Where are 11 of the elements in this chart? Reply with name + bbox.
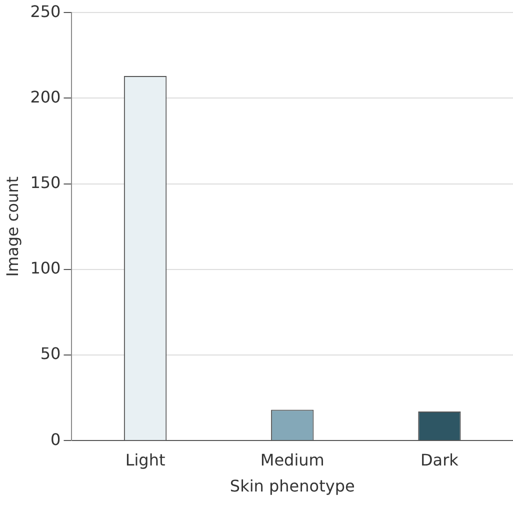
- x-axis-title: Skin phenotype: [230, 476, 355, 496]
- y-tick-label: 200: [30, 87, 61, 106]
- x-tick-label: Medium: [260, 450, 324, 470]
- y-tick-label: 0: [50, 430, 61, 449]
- x-tick-label: Dark: [420, 450, 460, 470]
- y-axis-title: Image count: [2, 176, 22, 277]
- y-tick-label: 250: [30, 2, 61, 21]
- x-tick-label: Light: [125, 450, 166, 470]
- y-tick-label: 50: [40, 344, 61, 364]
- y-tick-label: 150: [30, 172, 61, 192]
- y-tick-label: 100: [30, 258, 61, 278]
